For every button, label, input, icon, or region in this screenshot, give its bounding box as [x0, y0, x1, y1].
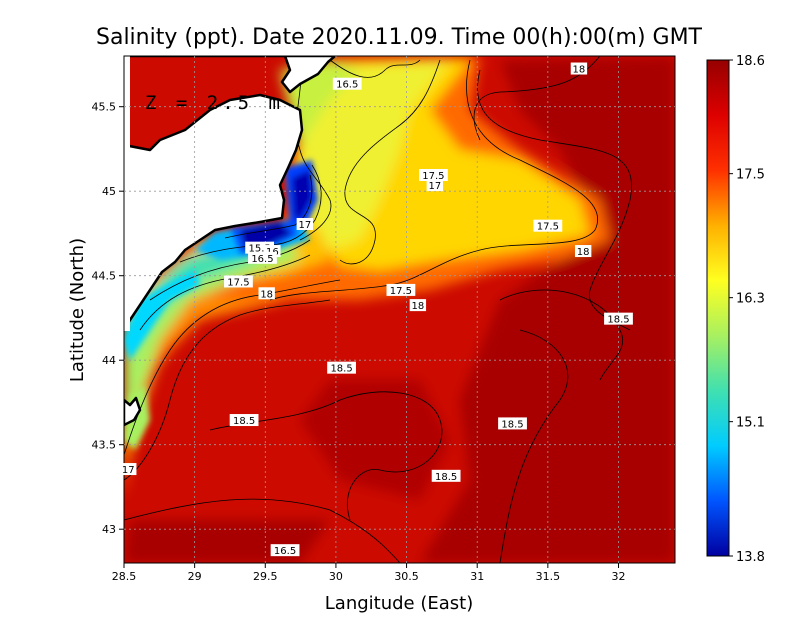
contour-label: 17.5	[419, 168, 448, 182]
contour-label-box	[120, 463, 137, 476]
colorbar	[706, 59, 730, 557]
contour-label-text: 15.5	[248, 244, 270, 255]
colorbar-tick-label: 13.8	[736, 550, 765, 565]
y-tick-label: 45.5	[92, 101, 117, 114]
contour-label-text: 17.5	[227, 277, 249, 288]
contour-label: 18.5	[431, 469, 461, 483]
contour-label: 18	[258, 287, 275, 300]
contour-label-text: 17.5	[537, 222, 559, 233]
contour-label-box	[498, 417, 527, 430]
contour-label: 17	[120, 463, 137, 476]
contour-label-text: 18.5	[501, 419, 523, 430]
contour-label: 18.5	[604, 312, 633, 326]
y-tick-label: 44	[102, 354, 116, 367]
contour-label: 18	[574, 245, 592, 258]
colorbar-tick-label: 17.5	[736, 168, 765, 183]
contour-label-text: 18.5	[330, 364, 352, 375]
contour-label: 16.5	[270, 544, 300, 557]
plot-frame	[123, 55, 676, 564]
x-tick-label: 28.5	[112, 570, 137, 583]
contour-label: 17	[296, 218, 314, 231]
contour-label-box	[270, 544, 300, 557]
x-tick-label: 31	[470, 570, 484, 583]
contour-label-text: 18.5	[435, 472, 457, 483]
contour-label-text: 18.5	[233, 416, 255, 427]
depth-label: Z = 2.5 m	[145, 92, 284, 114]
salinity-field	[124, 56, 675, 563]
contour-label-text: 16.5	[251, 254, 273, 265]
contour-label-text: 18	[573, 65, 586, 76]
contour-label: 17.5	[533, 219, 563, 233]
x-tick-label: 30	[329, 570, 343, 583]
contour-label-box	[604, 312, 633, 325]
y-axis-label: Latitude (North)	[67, 238, 88, 382]
colorbar-tick-label: 16.3	[736, 292, 765, 307]
contour-label-box	[248, 251, 277, 264]
contour-label: 18.5	[498, 417, 527, 430]
contour-label-box	[386, 283, 416, 296]
contour-label-box	[224, 275, 253, 288]
contour-label: 18	[570, 62, 588, 76]
contour-label: 16.5	[248, 251, 277, 265]
x-tick-label: 29.5	[253, 570, 278, 583]
x-tick-label: 29	[188, 570, 202, 583]
contour-label-text: 17	[428, 181, 441, 192]
contour-label-box	[533, 219, 563, 232]
contour-label: 16.5	[332, 77, 362, 91]
y-tick-label: 44.5	[92, 270, 117, 283]
contour-label: 18	[409, 299, 427, 312]
contour-label: 18.5	[229, 414, 259, 427]
colorbar-tick-label: 18.6	[736, 54, 765, 69]
contour-label: 18.5	[327, 361, 356, 375]
y-tick-label: 43.5	[92, 439, 117, 452]
contour-label-text: 18	[260, 289, 273, 300]
contour-label-box	[229, 414, 259, 427]
map-title: Salinity (ppt). Date 2020.11.09. Time 00…	[96, 25, 703, 50]
contour-label-text: 18	[577, 247, 590, 258]
grid-lines	[124, 56, 675, 563]
colorbar-ticks: 18.6 17.5 16.3 15.1 13.8	[729, 54, 765, 565]
contour-label: 17.5	[224, 275, 253, 288]
y-tick-label: 45	[102, 185, 116, 198]
contour-label-box	[426, 179, 444, 192]
contour-label-text: 16.5	[274, 546, 296, 557]
contour-label-text: 16.5	[336, 80, 358, 91]
contour-label-box	[574, 245, 592, 258]
y-axis-ticks: 45.5 45 44.5 44 43.5 43	[92, 101, 124, 536]
contour-label-box	[332, 77, 362, 90]
contour-label-box	[419, 168, 448, 181]
x-axis-ticks: 28.5 29 29.5 30 30.5 31 31.5 32	[112, 563, 625, 583]
contour-label-box	[258, 287, 275, 300]
contour-lines	[124, 56, 632, 563]
contour-label-text: 17	[298, 220, 311, 231]
x-tick-label: 31.5	[536, 570, 561, 583]
contour-label-text: 18	[411, 301, 424, 312]
contour-label-box	[296, 218, 314, 230]
x-tick-label: 30.5	[394, 570, 419, 583]
contour-label-text: 18.5	[607, 315, 629, 326]
contour-label-box	[570, 62, 588, 75]
contour-label-box	[431, 469, 461, 482]
contour-label: 17.5	[386, 283, 416, 297]
contour-label-text: 17	[122, 465, 135, 476]
contour-label-text: 17.5	[390, 286, 412, 297]
contour-label-box	[327, 361, 356, 374]
y-tick-label: 43	[102, 523, 116, 536]
contour-labels: 16.51817.5171717.51815.51616.517.51817.5…	[120, 62, 633, 557]
colorbar-tick-label: 15.1	[736, 416, 765, 431]
contour-label-box	[409, 299, 427, 312]
x-tick-label: 32	[611, 570, 625, 583]
land-mask	[124, 56, 337, 427]
contour-label-text: 17.5	[422, 171, 444, 182]
contour-label: 17	[426, 179, 444, 192]
contour-label-box	[264, 245, 281, 258]
x-axis-label: Langitude (East)	[325, 593, 473, 614]
